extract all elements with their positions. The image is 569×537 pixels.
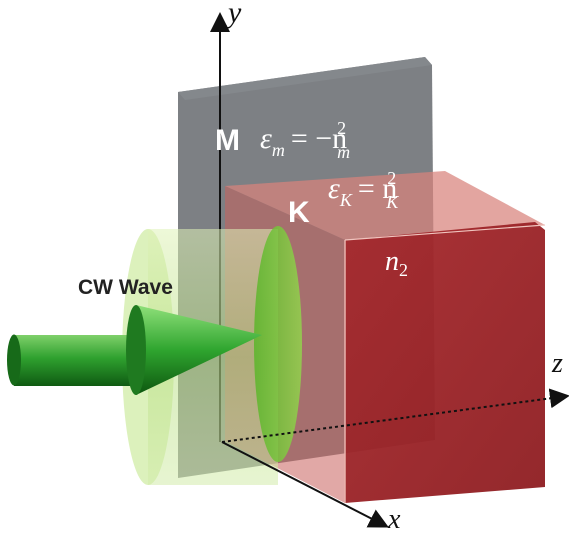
cw-wave-arrow-icon [7, 305, 262, 395]
medium-k-front-face [345, 222, 545, 503]
x-axis [221, 441, 389, 528]
beam-exit-face [254, 226, 302, 462]
medium-k-equation: εK = n2 K [328, 168, 399, 212]
medium-m-label: M [215, 124, 240, 157]
cw-wave-label: CW Wave [78, 276, 173, 299]
medium-k-label: K [288, 196, 310, 229]
z-axis [221, 388, 569, 443]
x-axis-label: x [387, 504, 401, 535]
z-axis-label: z [551, 348, 563, 379]
region-n2-label: n2 [385, 246, 408, 280]
y-axis-label: y [225, 0, 242, 29]
medium-m-equation: εm = −n2 m [260, 118, 350, 162]
